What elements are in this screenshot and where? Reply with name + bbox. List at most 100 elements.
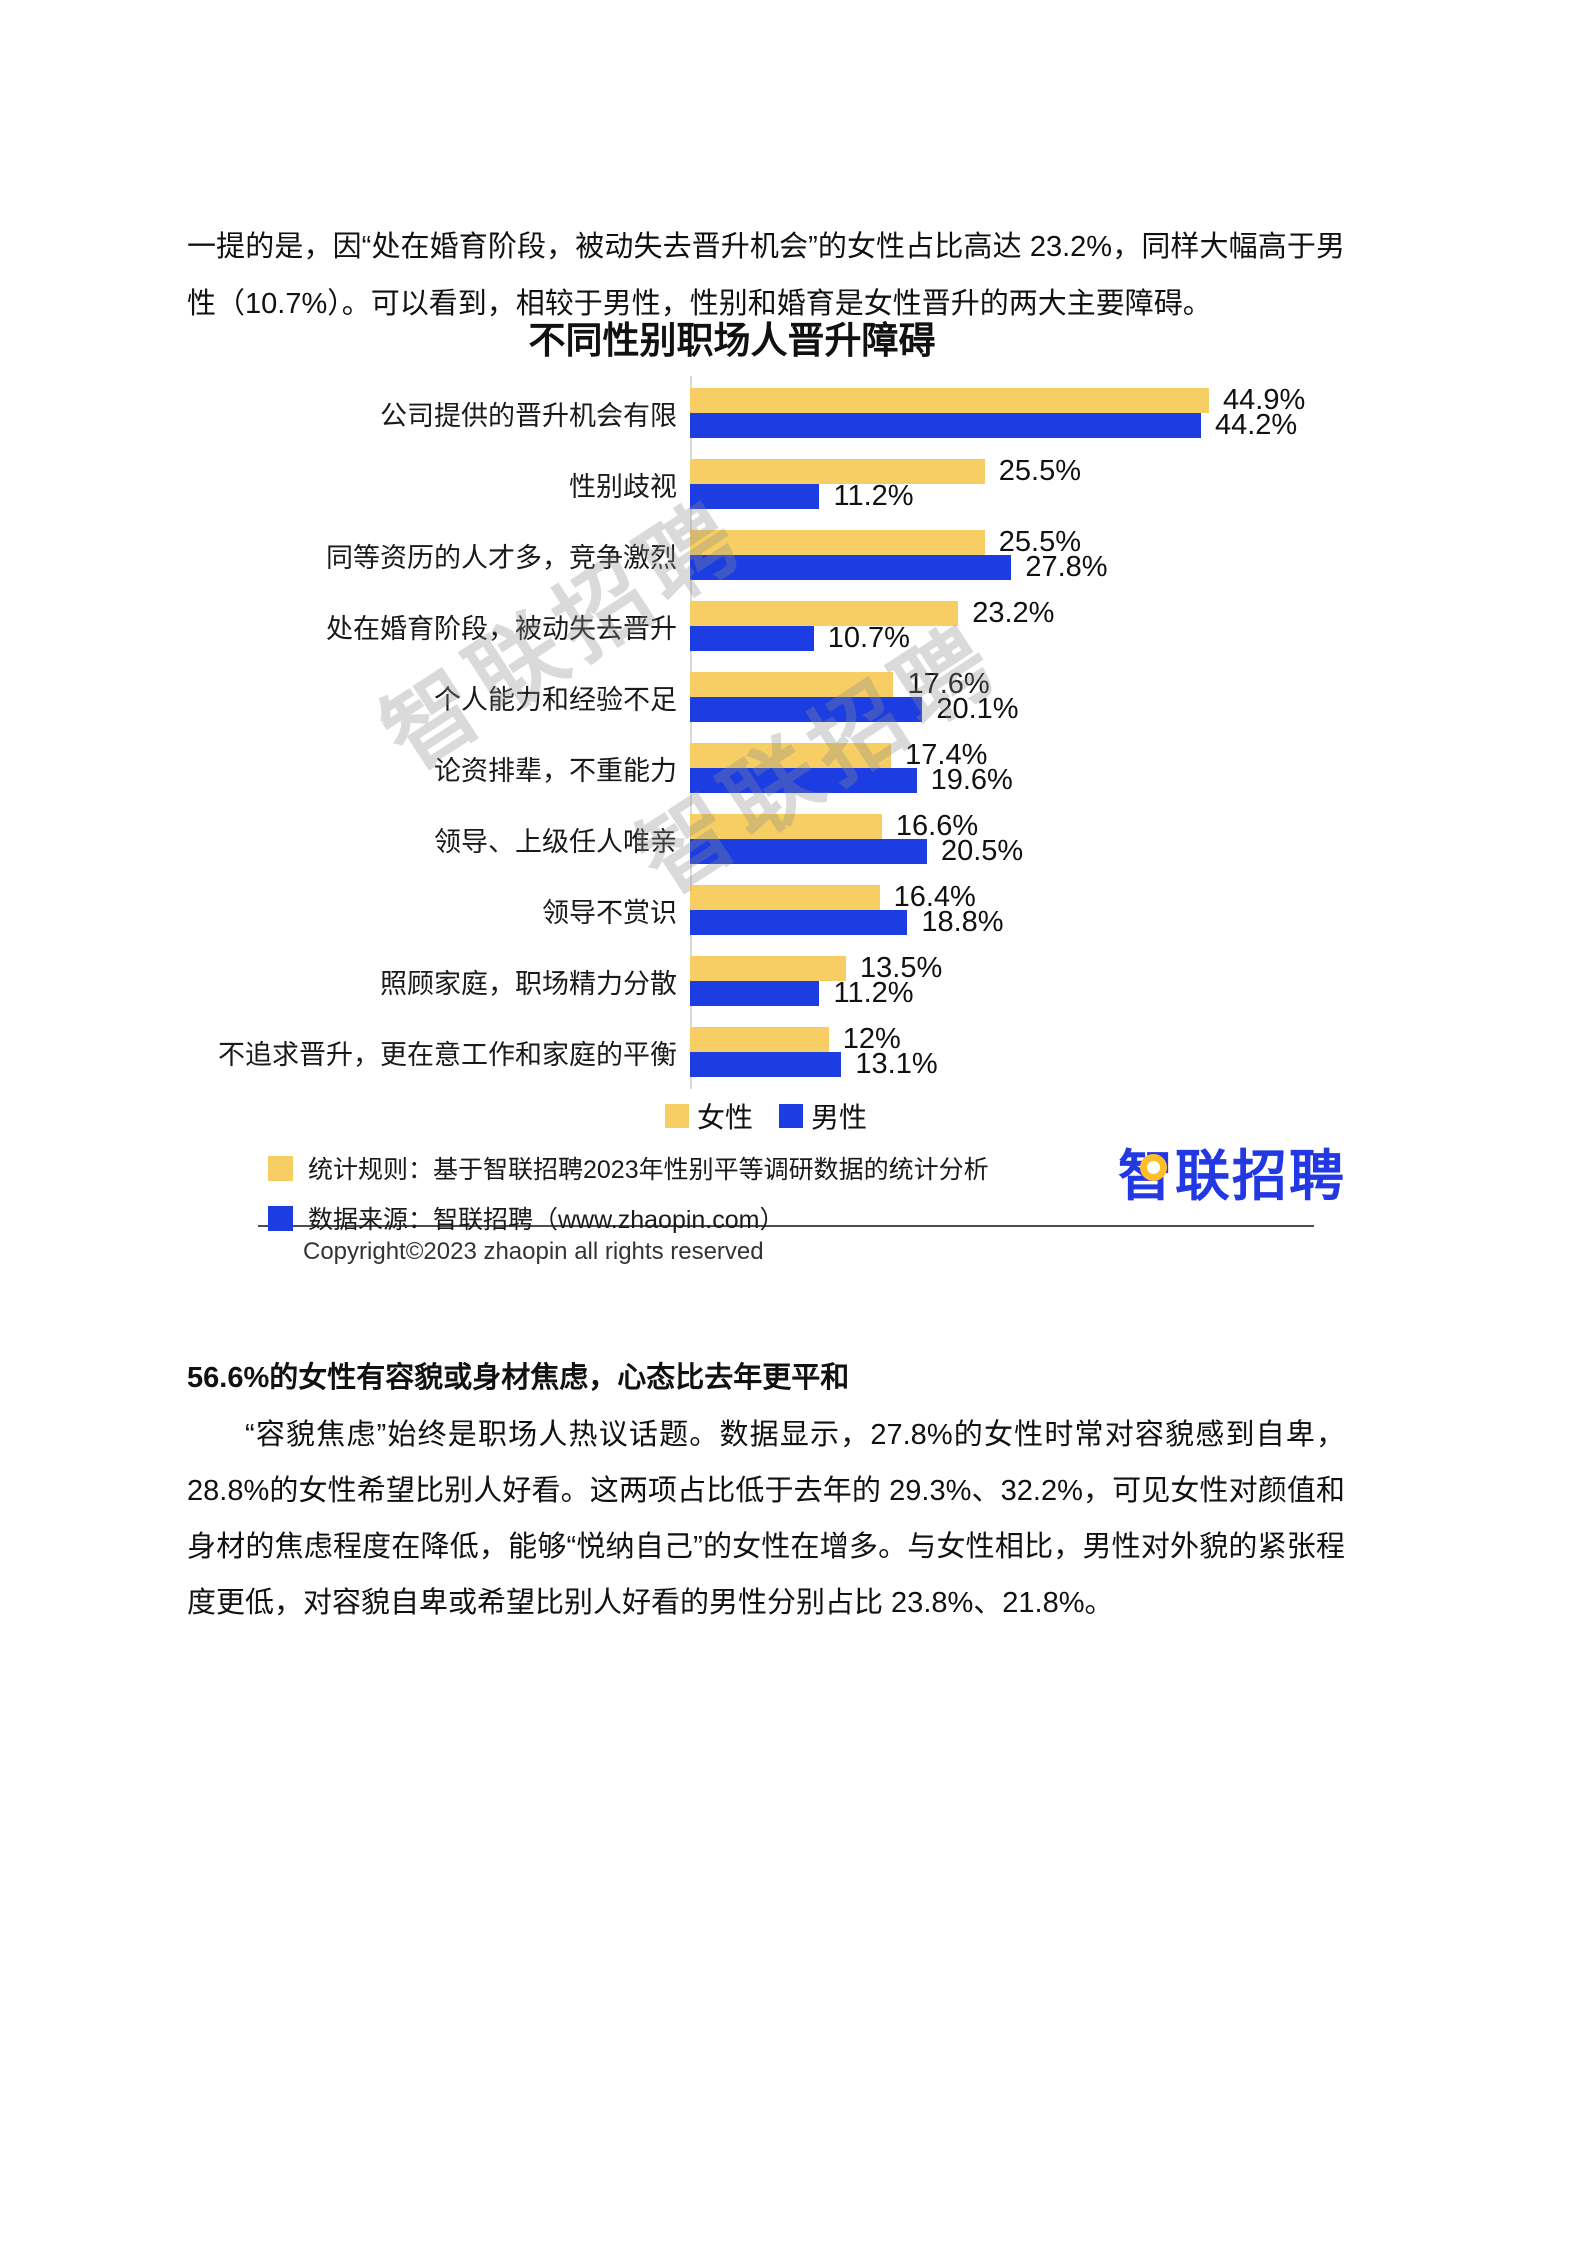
zhaopin-logo: 智联招聘 xyxy=(1118,1146,1346,1206)
value-label: 18.8% xyxy=(921,906,1004,938)
value-label: 44.9% xyxy=(1223,384,1306,416)
bar-male xyxy=(690,626,814,651)
category-label: 处在婚育阶段，被动失去晋升 xyxy=(326,613,677,644)
value-label: 12% xyxy=(842,1023,901,1055)
bar-group: 13.5% 11.2% xyxy=(690,952,942,1009)
bar-female xyxy=(690,743,892,768)
value-label: 25.5% xyxy=(998,526,1081,558)
chart-row: 照顾家庭，职场精力分散 13.5% 11.2% xyxy=(187,952,1345,1009)
bar-line: 19.6% xyxy=(690,764,1013,796)
value-label: 16.4% xyxy=(893,881,976,913)
male-color-swatch xyxy=(779,1104,803,1128)
bar-line: 20.5% xyxy=(690,835,1023,867)
bar-line: 16.6% xyxy=(690,810,1023,842)
footnote-text: 数据来源：智联招聘（www.zhaopin.com） xyxy=(308,1206,785,1234)
chart-legend: 女性 男性 xyxy=(187,1096,1345,1136)
chart-footnotes: 统计规则：基于智联招聘2023年性别平等调研数据的统计分析 数据来源：智联招聘（… xyxy=(268,1150,989,1236)
bar-female xyxy=(690,530,985,555)
value-label: 20.5% xyxy=(940,835,1024,867)
bar-line: 25.5% xyxy=(690,455,1081,487)
value-label: 11.2% xyxy=(833,480,914,512)
bar-line: 18.8% xyxy=(690,906,1004,938)
bar-group: 16.4% 18.8% xyxy=(690,881,1004,938)
chart-row: 公司提供的晋升机会有限 44.9% 44.2% xyxy=(187,384,1345,441)
chart-row: 领导、上级任人唯亲 16.6% 20.5% xyxy=(187,810,1345,867)
bar-female xyxy=(690,601,959,626)
bar-line: 17.6% xyxy=(690,668,1019,700)
value-label: 20.1% xyxy=(936,693,1019,725)
bar-line: 11.2% xyxy=(690,977,942,1009)
bar-male xyxy=(690,981,820,1006)
value-label: 13.5% xyxy=(860,952,943,984)
bar-male xyxy=(690,555,1012,580)
bar-line: 44.2% xyxy=(690,409,1305,441)
legend-item-female: 女性 xyxy=(664,1096,753,1136)
bar-group: 16.6% 20.5% xyxy=(690,810,1023,867)
bar-line: 12% xyxy=(690,1023,938,1055)
value-label: 25.5% xyxy=(998,455,1081,487)
section-heading: 56.6%的女性有容貌或身材焦虑，心态比去年更平和 xyxy=(187,1362,850,1395)
bar-male xyxy=(690,1052,842,1077)
category-label: 论资排辈，不重能力 xyxy=(434,755,677,786)
bar-female xyxy=(690,459,985,484)
location-pin-icon xyxy=(1140,1154,1167,1181)
footnote-data-source: 数据来源：智联招聘（www.zhaopin.com） xyxy=(268,1200,989,1236)
bar-group: 44.9% 44.2% xyxy=(690,384,1305,441)
value-label: 44.2% xyxy=(1214,409,1298,441)
bar-line: 11.2% xyxy=(690,480,1081,512)
legend-label-male: 男性 xyxy=(811,1102,868,1133)
bar-line: 20.1% xyxy=(690,693,1019,725)
legend-label-female: 女性 xyxy=(696,1102,753,1133)
body-paragraph: “容貌焦虑”始终是职场人热议话题。数据显示，27.8%的女性时常对容貌感到自卑，… xyxy=(187,1419,1345,1619)
category-label: 领导不赏识 xyxy=(542,897,677,928)
copyright-text: Copyright©2023 zhaopin all rights reserv… xyxy=(303,1238,764,1265)
bar-female xyxy=(690,388,1210,413)
chart-row: 不追求晋升，更在意工作和家庭的平衡 12% 13.1% xyxy=(187,1023,1345,1080)
category-label: 不追求晋升，更在意工作和家庭的平衡 xyxy=(218,1039,677,1070)
bar-line: 13.1% xyxy=(690,1048,938,1080)
bar-male xyxy=(690,413,1201,438)
bar-line: 13.5% xyxy=(690,952,942,984)
category-label: 公司提供的晋升机会有限 xyxy=(380,400,677,431)
category-label: 领导、上级任人唯亲 xyxy=(434,826,677,857)
chart-plot: 公司提供的晋升机会有限 44.9% 44.2% 性别歧视 25.5% 11.2% 同等资历的… xyxy=(187,376,1345,1089)
bar-group: 25.5% 11.2% xyxy=(690,455,1081,512)
value-label: 10.7% xyxy=(827,622,910,654)
bar-female xyxy=(690,814,882,839)
chart-title: 不同性别职场人晋升障碍 xyxy=(528,320,936,361)
chart-row: 性别歧视 25.5% 11.2% xyxy=(187,455,1345,512)
value-label: 17.4% xyxy=(905,739,988,771)
footnote-blue-swatch xyxy=(268,1205,293,1231)
category-label: 性别歧视 xyxy=(569,471,677,502)
bar-female xyxy=(690,672,894,697)
value-label: 11.2% xyxy=(833,977,914,1009)
chart-row: 个人能力和经验不足 17.6% 20.1% xyxy=(187,668,1345,725)
chart-row: 论资排辈，不重能力 17.4% 19.6% xyxy=(187,739,1345,796)
bar-group: 23.2% 10.7% xyxy=(690,597,1054,654)
bar-female xyxy=(690,1027,829,1052)
intro-paragraph: 一提的是，因“处在婚育阶段，被动失去晋升机会”的女性占比高达 23.2%，同样大… xyxy=(187,231,1345,320)
value-label: 13.1% xyxy=(855,1048,938,1080)
bar-line: 10.7% xyxy=(690,622,1054,654)
value-label: 23.2% xyxy=(972,597,1055,629)
bar-male xyxy=(690,839,927,864)
footnote-statistics-rule: 统计规则：基于智联招聘2023年性别平等调研数据的统计分析 xyxy=(268,1150,989,1186)
footnote-yellow-swatch xyxy=(268,1155,293,1181)
bar-female xyxy=(690,885,880,910)
bar-male xyxy=(690,910,908,935)
footnote-text: 统计规则：基于智联招聘2023年性别平等调研数据的统计分析 xyxy=(308,1156,989,1184)
horizontal-divider xyxy=(258,1225,1314,1227)
category-label: 同等资历的人才多，竞争激烈 xyxy=(326,542,677,573)
value-label: 19.6% xyxy=(930,764,1013,796)
bar-group: 12% 13.1% xyxy=(690,1023,938,1080)
bar-group: 17.6% 20.1% xyxy=(690,668,1019,725)
category-label: 个人能力和经验不足 xyxy=(434,684,677,715)
bar-female xyxy=(690,956,847,981)
value-label: 27.8% xyxy=(1025,551,1108,583)
bar-group: 17.4% 19.6% xyxy=(690,739,1013,796)
bar-male xyxy=(690,697,923,722)
bar-line: 44.9% xyxy=(690,384,1305,416)
bar-group: 25.5% 27.8% xyxy=(690,526,1108,583)
value-label: 17.6% xyxy=(907,668,990,700)
